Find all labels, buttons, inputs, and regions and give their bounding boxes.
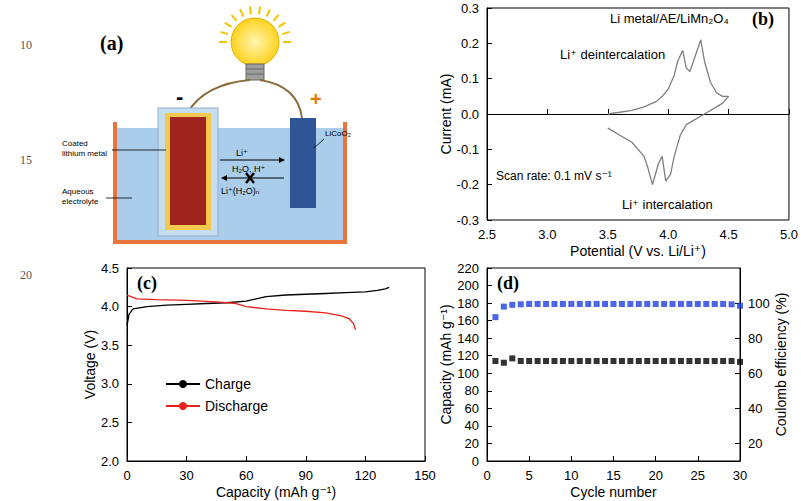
svg-text:4.5: 4.5: [720, 227, 738, 242]
svg-text:120: 120: [355, 468, 377, 483]
svg-text:0: 0: [123, 468, 130, 483]
html-text:10: 10: [20, 38, 32, 52]
svg-text:-: -: [176, 84, 183, 109]
svg-text:100: 100: [748, 296, 770, 311]
svg-text:3.0: 3.0: [101, 376, 119, 391]
svg-text:Coulomb efficiency (%): Coulomb efficiency (%): [773, 293, 789, 437]
svg-text:40: 40: [748, 401, 762, 416]
svg-text:80: 80: [748, 331, 762, 346]
svg-text:0.1: 0.1: [461, 71, 479, 86]
svg-text:0.2: 0.2: [461, 36, 479, 51]
html-text:20: 20: [20, 268, 32, 282]
svg-text:Discharge: Discharge: [205, 398, 268, 414]
svg-text:30: 30: [179, 468, 193, 483]
svg-text:140: 140: [457, 331, 479, 346]
svg-text:0: 0: [472, 454, 479, 469]
svg-text:4.0: 4.0: [659, 227, 677, 242]
svg-text:Capacity (mAh g⁻¹): Capacity (mAh g⁻¹): [216, 484, 336, 500]
svg-text:H₂O, H⁺: H₂O, H⁺: [232, 164, 265, 174]
svg-text:120: 120: [457, 348, 479, 363]
svg-text:Coated: Coated: [62, 139, 88, 148]
svg-text:20: 20: [648, 468, 662, 483]
svg-text:200: 200: [457, 278, 479, 293]
svg-text:20: 20: [748, 436, 762, 451]
svg-text:Li⁺ deintercalation: Li⁺ deintercalation: [560, 47, 665, 62]
svg-text:4.0: 4.0: [101, 299, 119, 314]
svg-text:160: 160: [457, 313, 479, 328]
svg-text:+: +: [310, 88, 322, 110]
svg-text:0.3: 0.3: [461, 1, 479, 16]
svg-text:(a): (a): [100, 32, 123, 55]
svg-text:-0.1: -0.1: [457, 142, 479, 157]
svg-text:0: 0: [483, 468, 490, 483]
html-text:15: 15: [20, 153, 32, 167]
svg-text:15: 15: [606, 468, 620, 483]
svg-text:20: 20: [465, 436, 479, 451]
svg-text:Li metal/AE/LiMn₂O₄: Li metal/AE/LiMn₂O₄: [610, 11, 729, 26]
svg-text:(d): (d): [497, 273, 519, 294]
svg-text:60: 60: [239, 468, 253, 483]
svg-text:3.5: 3.5: [599, 227, 617, 242]
svg-text:(c): (c): [137, 273, 157, 294]
svg-text:Cycle number: Cycle number: [570, 484, 657, 500]
svg-text:2.5: 2.5: [101, 415, 119, 430]
svg-text:electrolyte: electrolyte: [62, 197, 99, 206]
svg-text:Potential (V vs. Li/Li⁺): Potential (V vs. Li/Li⁺): [570, 243, 706, 259]
svg-text:5: 5: [526, 468, 533, 483]
svg-text:3.5: 3.5: [101, 338, 119, 353]
svg-text:0.0: 0.0: [461, 107, 479, 122]
svg-text:Capacity (mAh g⁻¹): Capacity (mAh g⁻¹): [438, 304, 454, 424]
svg-text:Aqueous: Aqueous: [62, 187, 94, 196]
svg-text:Current (mA): Current (mA): [438, 74, 454, 155]
svg-text:Voltage (V): Voltage (V): [82, 330, 98, 399]
svg-text:10: 10: [564, 468, 578, 483]
svg-text:25: 25: [691, 468, 705, 483]
svg-text:180: 180: [457, 296, 479, 311]
svg-text:100: 100: [457, 366, 479, 381]
svg-text:LiCoO₂: LiCoO₂: [325, 129, 351, 138]
svg-text:5.0: 5.0: [780, 227, 798, 242]
svg-text:80: 80: [465, 383, 479, 398]
svg-text:Li⁺(H₂O)ₙ: Li⁺(H₂O)ₙ: [221, 186, 260, 196]
svg-text:Charge: Charge: [205, 376, 251, 392]
svg-text:150: 150: [414, 468, 436, 483]
svg-text:Scan rate: 0.1 mV s⁻¹: Scan rate: 0.1 mV s⁻¹: [496, 169, 612, 183]
svg-text:40: 40: [465, 418, 479, 433]
svg-text:(b): (b): [752, 9, 774, 30]
svg-text:60: 60: [465, 401, 479, 416]
svg-text:-0.3: -0.3: [457, 213, 479, 228]
svg-text:60: 60: [748, 366, 762, 381]
svg-text:Li⁺: Li⁺: [236, 148, 248, 158]
svg-text:-0.2: -0.2: [457, 177, 479, 192]
svg-text:220: 220: [457, 261, 479, 276]
svg-text:2.0: 2.0: [101, 454, 119, 469]
svg-text:3.0: 3.0: [538, 227, 556, 242]
svg-text:30: 30: [733, 468, 747, 483]
svg-text:lithium metal: lithium metal: [62, 149, 107, 158]
svg-text:4.5: 4.5: [101, 261, 119, 276]
svg-text:2.5: 2.5: [478, 227, 496, 242]
svg-text:90: 90: [299, 468, 313, 483]
svg-text:Li⁺ intercalation: Li⁺ intercalation: [622, 197, 713, 212]
